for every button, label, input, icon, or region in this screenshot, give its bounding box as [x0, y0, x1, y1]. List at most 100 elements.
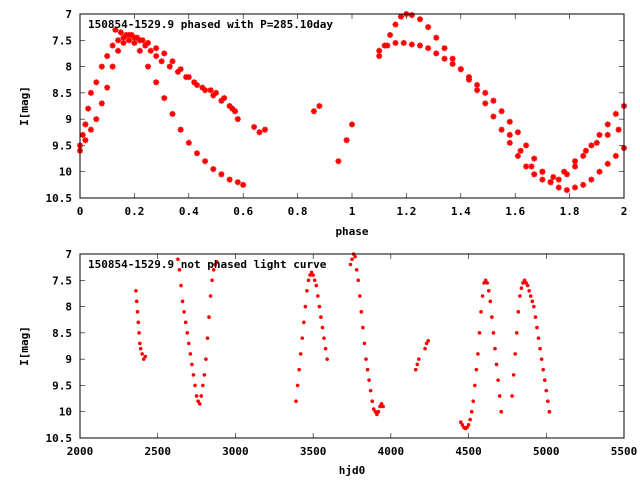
x-tick-label: 0.6 [233, 205, 253, 218]
data-point [194, 82, 200, 88]
data-point [190, 362, 194, 367]
unphased-y-axis-label: I[mag] [18, 326, 31, 366]
data-point [513, 352, 517, 356]
data-point [147, 47, 154, 54]
data-point [109, 63, 116, 70]
data-point [177, 267, 182, 272]
data-point [158, 58, 165, 65]
data-point [115, 37, 122, 44]
x-tick-label: 0.4 [179, 205, 199, 218]
unphased-tick-labels: 2000 2500 3000 3500 4000 4500 5000 5500 7 7.5 8 8.5… [46, 248, 638, 458]
x-tick-label: 3500 [300, 445, 327, 458]
data-point [523, 163, 530, 170]
data-point [596, 131, 603, 138]
data-point [311, 273, 315, 277]
y-tick-label: 9.5 [52, 379, 72, 392]
data-point [474, 82, 481, 88]
data-point [322, 336, 326, 340]
data-point [177, 66, 184, 73]
data-point [490, 315, 494, 319]
data-point [187, 341, 191, 346]
data-point [174, 68, 181, 75]
phased-y-axis-label: I[mag] [18, 86, 31, 126]
data-point [376, 409, 381, 414]
data-point [417, 42, 423, 49]
data-point [191, 79, 198, 86]
data-point [210, 92, 217, 99]
x-tick-label: 1.2 [396, 205, 416, 218]
data-point [300, 336, 305, 340]
data-point [183, 320, 188, 325]
x-tick-label: 0.2 [124, 205, 144, 218]
data-point [361, 325, 365, 330]
data-point [510, 394, 514, 398]
data-point [449, 60, 456, 67]
data-point [522, 278, 527, 283]
data-point [145, 63, 151, 70]
data-point [376, 53, 383, 60]
data-point [497, 394, 502, 398]
data-point [604, 131, 611, 138]
data-point [207, 315, 211, 319]
data-point [139, 37, 146, 44]
data-point [356, 278, 361, 283]
data-point [367, 378, 371, 382]
data-point [194, 150, 200, 157]
data-point [188, 352, 193, 356]
data-point [474, 367, 479, 372]
data-point [93, 79, 100, 86]
y-tick-label: 9 [65, 353, 72, 366]
y-tick-label: 9 [65, 113, 72, 126]
data-point [312, 278, 317, 283]
data-point [506, 118, 513, 125]
data-point [153, 53, 160, 60]
data-point [523, 142, 530, 149]
data-point [349, 121, 355, 128]
data-point [550, 174, 557, 180]
data-point [511, 373, 516, 377]
data-point [482, 89, 489, 96]
data-point [517, 147, 524, 154]
data-point [563, 187, 570, 194]
data-point [104, 84, 111, 91]
data-point [143, 354, 148, 359]
data-point [294, 399, 298, 404]
data-point [425, 24, 432, 31]
data-point [320, 325, 325, 330]
x-tick-label: 2500 [144, 445, 171, 458]
data-point [476, 352, 480, 356]
data-point [214, 260, 219, 264]
x-tick-label: 2 [621, 205, 628, 218]
data-point [572, 163, 578, 170]
data-point [109, 42, 116, 49]
data-point [541, 367, 545, 372]
data-point [316, 294, 320, 298]
data-point [588, 176, 595, 183]
unphased-light-curve-panel: 2000 2500 3000 3500 4000 4500 5000 5500 7 7.5 8 8.5… [18, 248, 637, 477]
data-point [138, 346, 143, 351]
data-point [375, 412, 379, 417]
data-point [506, 131, 513, 138]
data-point [123, 32, 130, 38]
data-point [532, 304, 536, 309]
data-point [134, 34, 141, 41]
data-point [229, 105, 236, 112]
data-point [468, 417, 472, 422]
x-tick-label: 5000 [533, 445, 560, 458]
data-point [615, 126, 622, 133]
data-point [194, 394, 199, 398]
data-point [408, 12, 415, 19]
data-point [131, 39, 138, 46]
data-point [169, 58, 176, 65]
data-point [179, 283, 183, 288]
data-point [483, 278, 488, 283]
data-point [185, 74, 192, 81]
data-point [297, 367, 301, 372]
data-point [210, 166, 217, 173]
data-point [417, 357, 421, 361]
data-point [466, 74, 472, 81]
data-point [196, 399, 200, 404]
data-point [240, 181, 247, 188]
data-point [221, 95, 228, 102]
data-point [514, 331, 519, 335]
